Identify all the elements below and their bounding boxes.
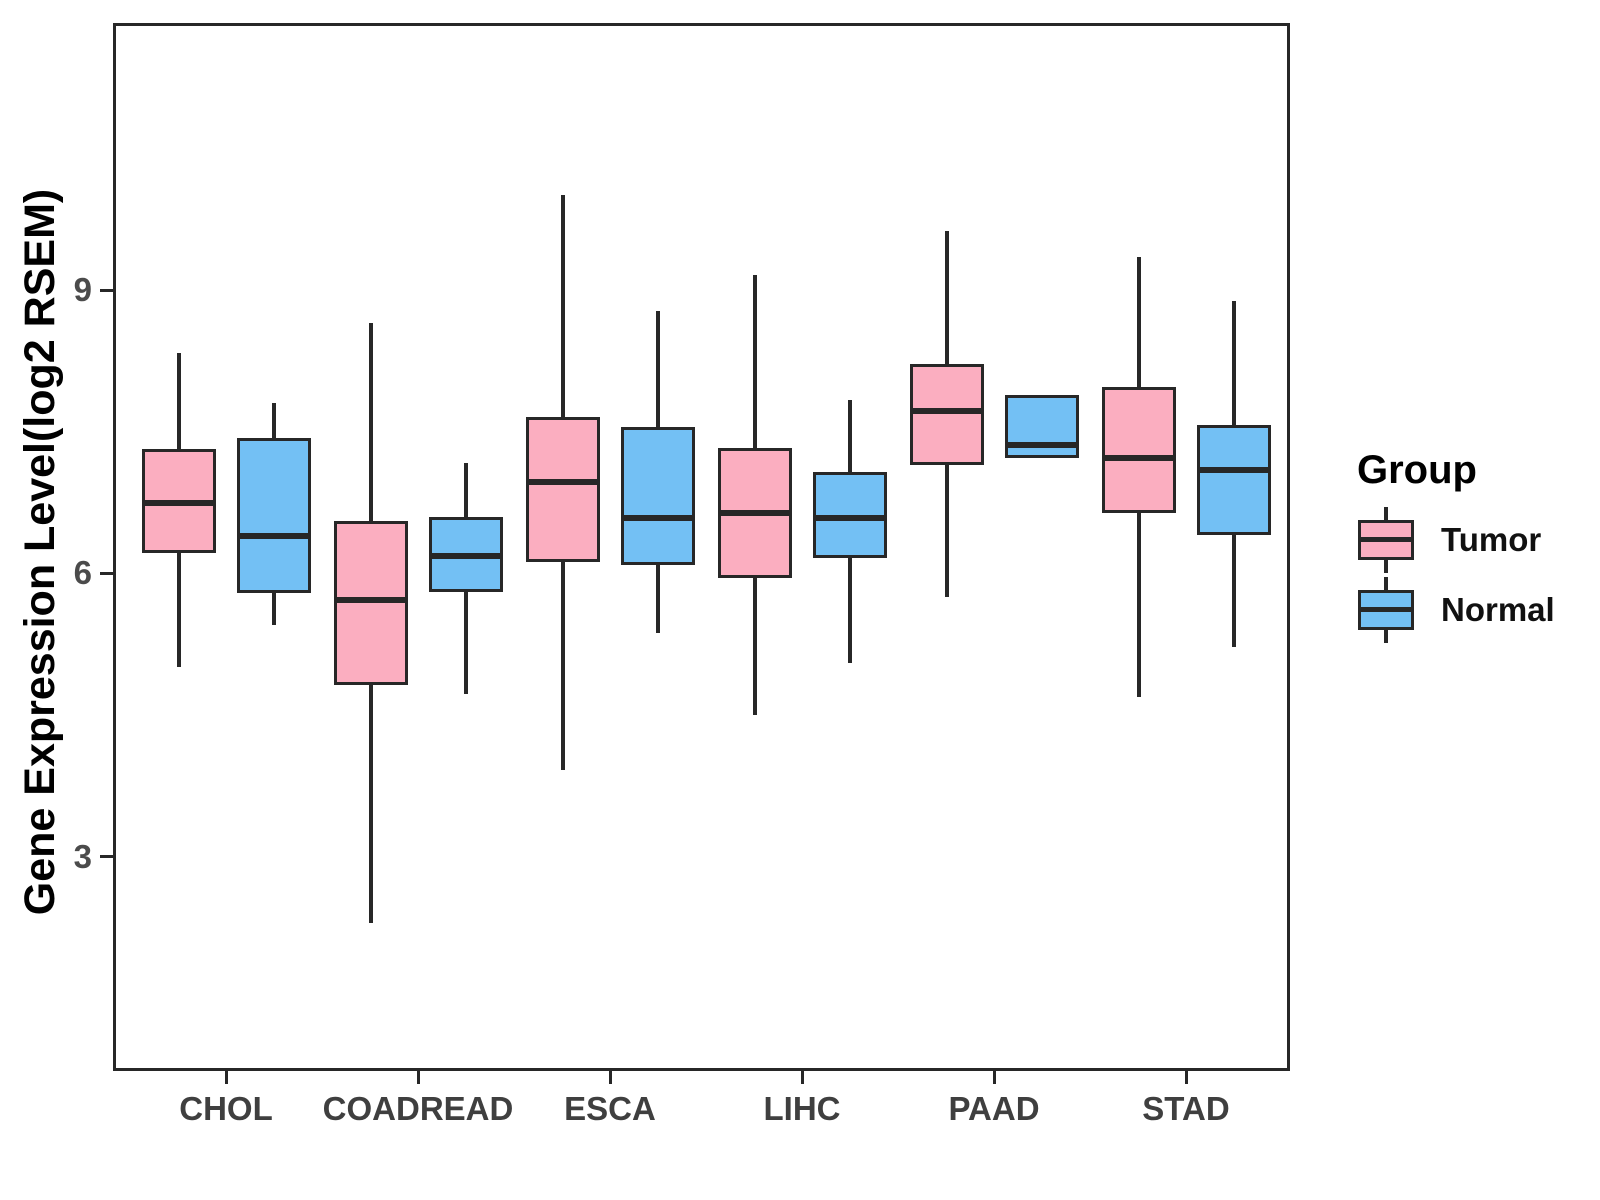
x-tick-mark (800, 1071, 804, 1084)
x-tick-mark (416, 1071, 420, 1084)
median-chol-normal (236, 532, 311, 539)
box-esca-normal (620, 427, 695, 565)
x-tick-label-chol: CHOL (179, 1090, 273, 1127)
boxplot-glyph-icon (1357, 507, 1415, 573)
box-chol-normal (236, 438, 311, 594)
y-tick-label: 6 (73, 554, 92, 592)
x-tick-mark (608, 1071, 612, 1084)
x-tick-label-paad: PAAD (948, 1090, 1040, 1127)
legend-entry-tumor: Tumor (1357, 507, 1555, 573)
legend: Group Tumor Normal (1357, 446, 1555, 647)
y-tick-mark (100, 855, 113, 859)
legend-entry-normal: Normal (1357, 577, 1555, 643)
median-coadread-tumor (333, 596, 408, 603)
box-paad-tumor (909, 363, 984, 465)
median-stad-normal (1196, 466, 1271, 473)
median-paad-tumor (909, 408, 984, 415)
median-lihc-normal (812, 514, 887, 521)
y-tick-mark (100, 288, 113, 292)
median-paad-normal (1004, 442, 1079, 449)
legend-label-tumor: Tumor (1441, 521, 1542, 558)
x-tick-label-stad: STAD (1142, 1090, 1230, 1127)
median-chol-tumor (141, 499, 216, 506)
box-stad-tumor (1101, 387, 1176, 513)
x-tick-mark (224, 1071, 228, 1084)
legend-rows: Tumor Normal (1357, 507, 1555, 643)
x-tick-mark (992, 1071, 996, 1084)
boxplot-glyph-icon (1357, 577, 1415, 643)
median-esca-normal (620, 514, 695, 521)
x-tick-label-lihc: LIHC (763, 1090, 841, 1127)
y-tick-mark (100, 571, 113, 575)
box-stad-normal (1196, 425, 1271, 535)
y-tick-label: 3 (73, 837, 92, 875)
x-tick-label-coadread: COADREAD (322, 1090, 514, 1127)
y-tick-label: 9 (73, 271, 92, 309)
median-lihc-tumor (717, 510, 792, 516)
median-coadread-normal (428, 553, 503, 560)
median-esca-tumor (525, 478, 600, 485)
legend-title: Group (1357, 448, 1477, 492)
glyph-median-line (1358, 607, 1414, 612)
glyph-median-line (1358, 537, 1414, 542)
box-paad-normal (1004, 394, 1079, 459)
x-tick-mark (1184, 1071, 1188, 1084)
legend-label-normal: Normal (1441, 591, 1555, 628)
median-stad-tumor (1101, 455, 1176, 462)
box-esca-tumor (525, 416, 600, 563)
x-tick-label-esca: ESCA (564, 1090, 656, 1127)
